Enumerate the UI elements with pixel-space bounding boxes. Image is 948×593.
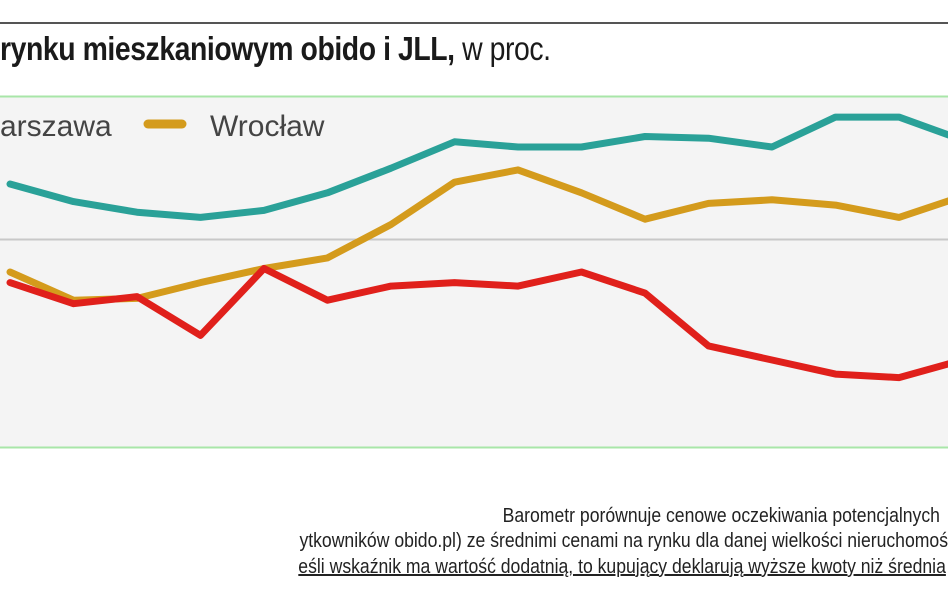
series-line-1	[6, 113, 948, 221]
plot-background	[0, 96, 948, 448]
legend-label-series-2: Wrocław	[210, 110, 325, 143]
chart-title-bold: rynku mieszkaniowym obido i JLL,	[0, 30, 455, 67]
footnote-line-3: eśli wskaźnik ma wartość dodatnią, to ku…	[298, 556, 946, 578]
series-line-2	[6, 166, 948, 304]
footnote-line-2: ytkowników obido.pl) ze średnimi cenami …	[299, 530, 948, 552]
chart-title: rynku mieszkaniowym obido i JLL, w proc.	[0, 30, 551, 68]
footnote-line-1: Barometr porównuje cenowe oczekiwania po…	[502, 505, 940, 527]
top-rule	[0, 22, 948, 24]
series-line-3	[6, 265, 948, 382]
series-layer	[6, 113, 948, 382]
chart-title-unit: w proc.	[454, 30, 551, 67]
legend-label-series-1: arszawa	[0, 110, 112, 143]
